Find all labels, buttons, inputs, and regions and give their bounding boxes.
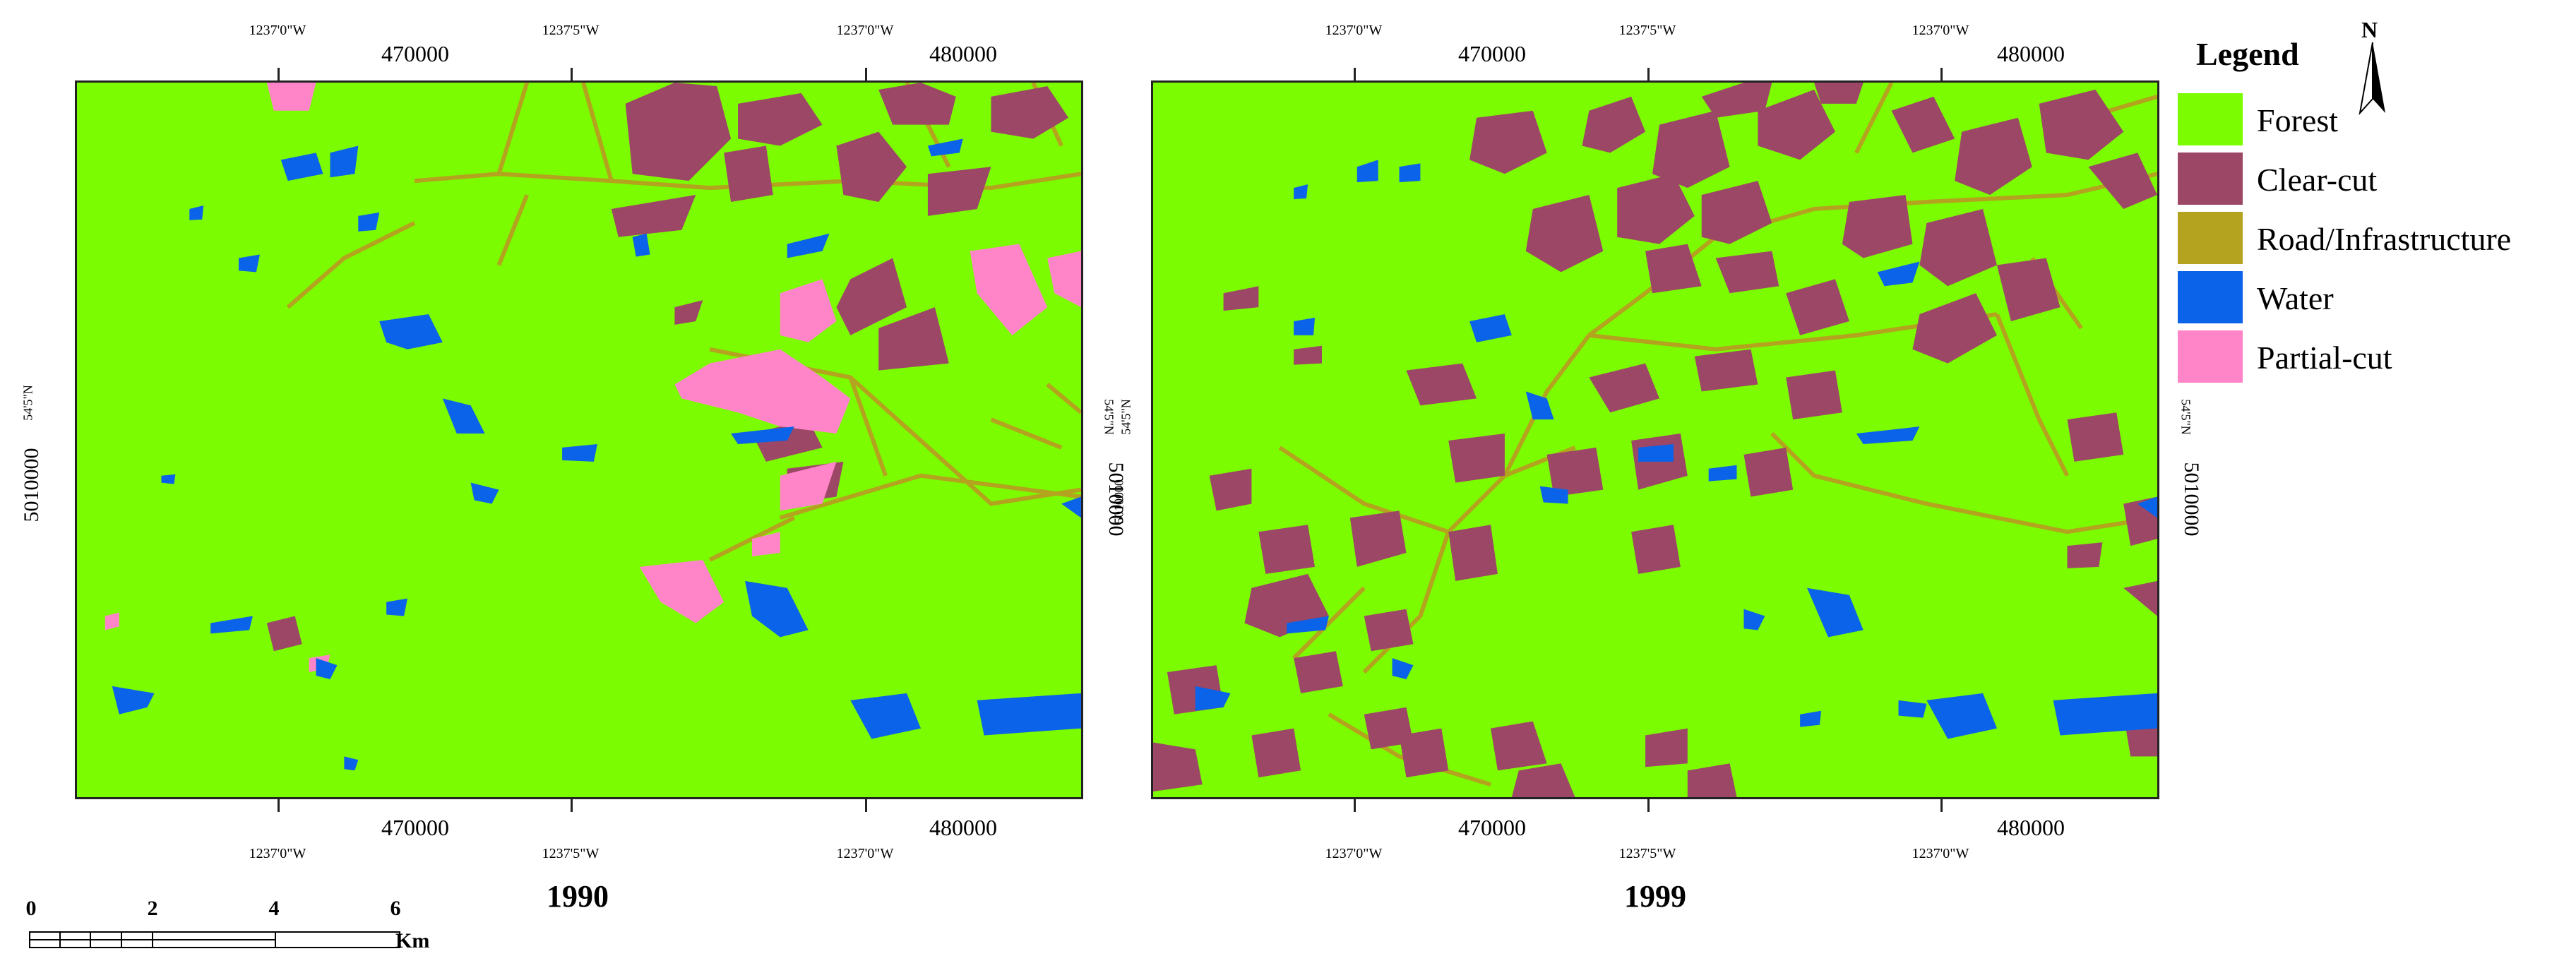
top-tick-label: 1237'0"W <box>836 23 894 38</box>
scale-label: 4 <box>268 897 280 920</box>
legend-title: Legend <box>2196 36 2299 72</box>
land-cover-map-1999 <box>1151 80 2159 799</box>
legend-label-road: Road/Infrastructure <box>2257 221 2512 257</box>
legend-swatch-road <box>2178 212 2243 264</box>
scale-bar-graphic <box>29 931 400 948</box>
bottom-tick-label: 1237'0"W <box>1912 846 1969 861</box>
scale-label: 6 <box>390 897 401 920</box>
panel-title-1999: 1999 <box>1624 879 1686 914</box>
scale-label: 2 <box>147 897 158 920</box>
north-arrow: N <box>2357 17 2388 116</box>
scale-unit: Km <box>395 929 430 952</box>
legend-label-partial-cut: Partial-cut <box>2257 340 2392 376</box>
panel-title-1990: 1990 <box>547 879 609 914</box>
top-grid-label: 480000 <box>929 41 997 66</box>
legend-swatch-water <box>2178 271 2243 323</box>
top-tick-label: 1237'5"W <box>1618 23 1676 38</box>
bottom-grid-label: 480000 <box>1997 815 2065 840</box>
bottom-tick-label: 1237'0"W <box>1325 846 1383 861</box>
legend-label-water: Water <box>2257 280 2334 316</box>
legend-swatch-clear-cut <box>2178 153 2243 205</box>
bottom-grid-label: 470000 <box>381 815 449 840</box>
legend-swatch-partial-cut <box>2178 330 2243 383</box>
top-grid-label: 480000 <box>1997 41 2065 66</box>
bottom-grid-label: 470000 <box>1458 815 1526 840</box>
top-tick-label: 1237'0"W <box>1912 23 1969 38</box>
top-tick-label: 1237'5"W <box>542 23 600 38</box>
legend-label-forest: Forest <box>2257 102 2338 138</box>
left-lat-label: 54'5"N <box>20 385 35 421</box>
left-grid-label: 5010000 <box>20 448 43 522</box>
right-lat-label: 54'5"N <box>2178 399 2193 435</box>
left-grid-label: 5010000 <box>1111 479 1126 524</box>
right-grid-label: 5010000 <box>2180 462 2203 537</box>
right-lat-label: 54'5"N <box>1102 399 1116 435</box>
scale-label: 0 <box>25 897 37 920</box>
north-arrow-icon <box>2359 42 2385 116</box>
north-label: N <box>2361 17 2378 42</box>
bottom-tick-label: 1237'5"W <box>542 846 600 861</box>
bottom-tick-label: 1237'0"W <box>836 846 894 861</box>
top-tick-label: 1237'0"W <box>249 23 306 38</box>
legend-label-clear-cut: Clear-cut <box>2257 162 2378 198</box>
top-grid-label: 470000 <box>1458 41 1526 66</box>
bottom-tick-label: 1237'5"W <box>1618 846 1676 861</box>
top-tick-label: 1237'0"W <box>1325 23 1383 38</box>
bottom-tick-label: 1237'0"W <box>249 846 306 861</box>
land-cover-map-1990 <box>75 80 1083 799</box>
left-lat-label: 54'5"N <box>1119 399 1133 435</box>
top-grid-label: 470000 <box>381 41 449 66</box>
bottom-grid-label: 480000 <box>929 815 997 840</box>
legend-swatch-forest <box>2178 93 2243 145</box>
